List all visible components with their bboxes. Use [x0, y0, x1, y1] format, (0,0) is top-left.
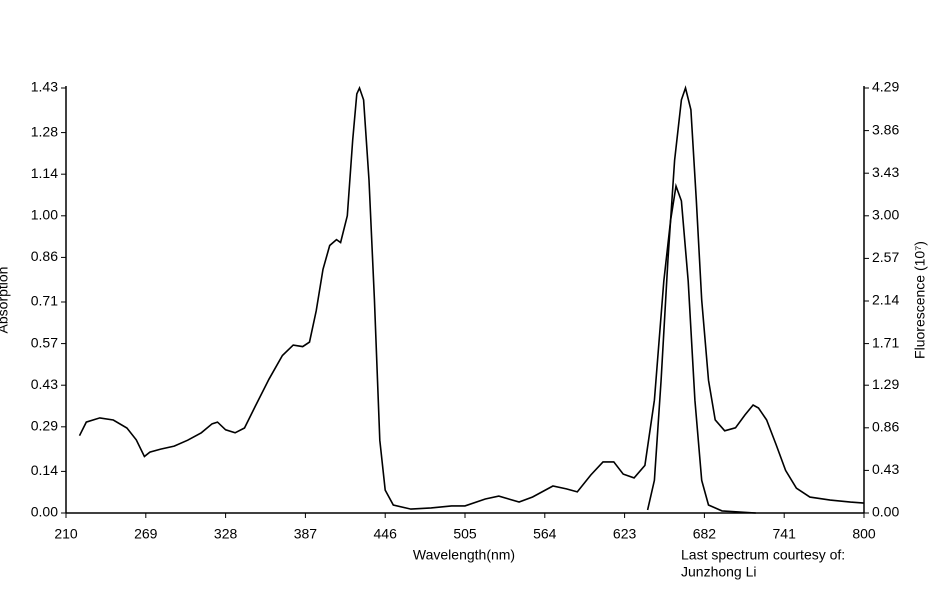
x-tick-label: 387 [294, 526, 318, 542]
y2-tick-label: 2.14 [872, 292, 899, 308]
x-tick-label: 505 [453, 526, 477, 542]
y2-tick-label: 3.86 [872, 121, 899, 137]
x-tick-label: 741 [773, 526, 797, 542]
y-tick-label: 1.00 [31, 207, 58, 223]
y-tick-label: 1.43 [31, 79, 58, 95]
x-tick-label: 269 [134, 526, 158, 542]
y-tick-label: 0.00 [31, 504, 58, 520]
spectrum-line [78, 85, 756, 514]
y2-tick-label: 3.00 [872, 207, 899, 223]
y2-tick-label: 1.29 [872, 376, 899, 392]
y-tick-label: 0.29 [31, 418, 58, 434]
y-axis-title: Absorption [0, 267, 11, 334]
y2-tick-label: 0.00 [872, 504, 899, 520]
y2-tick-label: 0.86 [872, 419, 899, 435]
x-axis-title: Wavelength(nm) [413, 547, 515, 563]
y-tick-label: 0.43 [31, 376, 58, 392]
y-tick-label: 0.57 [31, 334, 58, 350]
y-tick-label: 0.86 [31, 248, 58, 264]
y-tick-label: 1.28 [31, 123, 58, 139]
x-tick-label: 800 [852, 526, 876, 542]
note: Last spectrum courtesy of: [681, 547, 845, 563]
y2-tick-label: 1.71 [872, 334, 899, 350]
x-tick-label: 328 [214, 526, 238, 542]
y2-tick-label: 3.43 [872, 164, 899, 180]
y2-axis-title: Fluorescence (10⁷) [912, 241, 928, 359]
x-tick-label: 623 [613, 526, 637, 542]
x-tick-label: 682 [693, 526, 717, 542]
y-tick-label: 0.71 [31, 293, 58, 309]
y2-tick-label: 0.43 [872, 461, 899, 477]
y2-tick-label: 4.29 [872, 79, 899, 95]
x-tick-label: 446 [374, 526, 398, 542]
y2-tick-label: 2.57 [872, 249, 899, 265]
spectrum-line [646, 85, 865, 511]
x-tick-label: 210 [54, 526, 78, 542]
x-tick-label: 564 [533, 526, 557, 542]
note: Junzhong Li [681, 564, 757, 580]
y-tick-label: 1.14 [31, 165, 58, 181]
y-tick-label: 0.14 [31, 462, 58, 478]
